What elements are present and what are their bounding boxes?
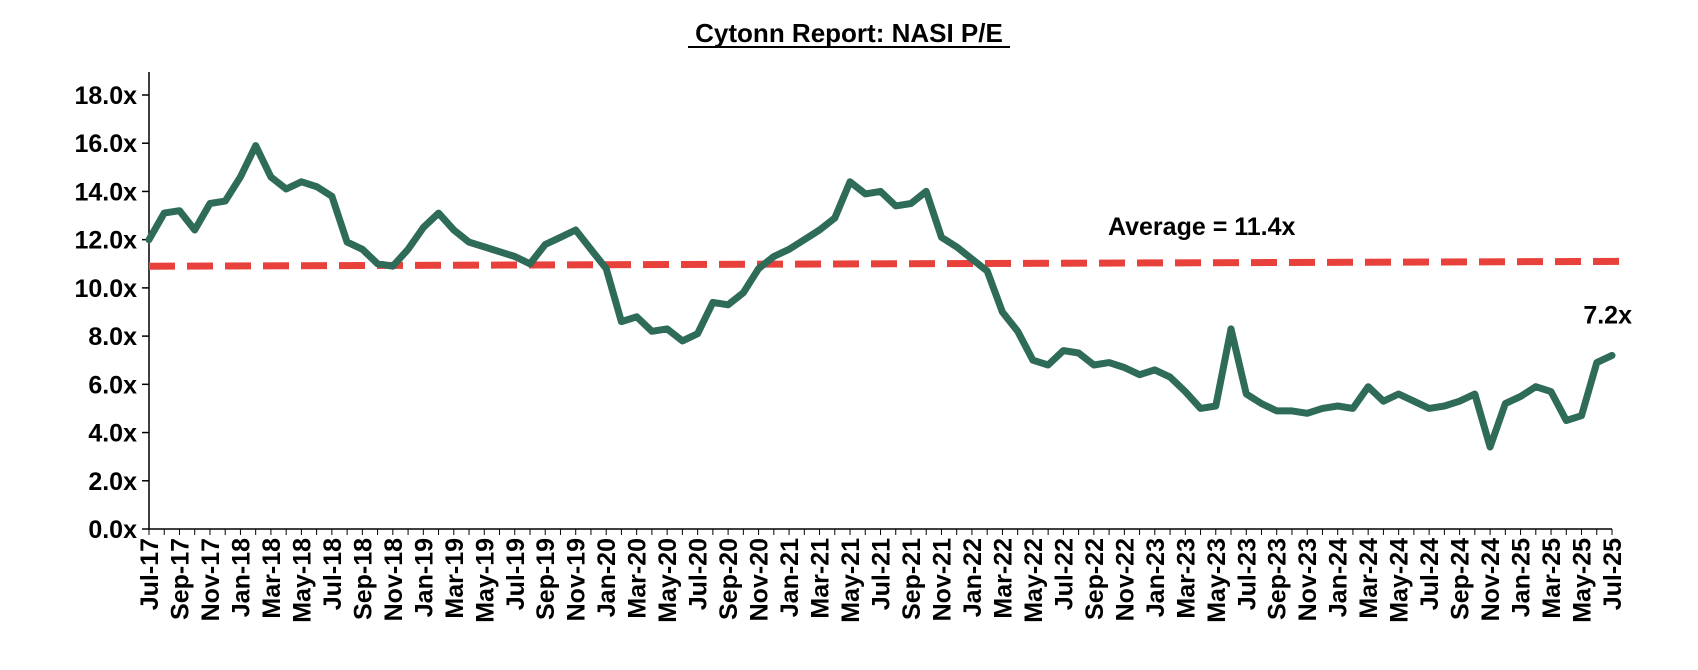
x-axis: Jul-17 Sep-17 Nov-17 Jan-18 Mar-18 May-18 Jul-…: [136, 528, 1627, 623]
x-tick-label: Mar-25: [1538, 538, 1566, 619]
x-tick-label: Nov-21: [928, 538, 956, 621]
x-tick-label: Mar-20: [624, 538, 652, 619]
x-tick-label: Mar-23: [1172, 538, 1200, 619]
x-tick-label: Jul-25: [1599, 538, 1627, 610]
y-tick-label: 16.0x: [74, 130, 137, 158]
y-tick-label: 2.0x: [88, 468, 137, 496]
annotation-group: 7.2x: [1583, 301, 1632, 329]
y-tick-label: 12.0x: [74, 227, 137, 255]
x-tick-label: Nov-18: [380, 538, 408, 621]
chart-title: Cytonn Report: NASI P/E: [695, 18, 1003, 48]
x-tick-label: Jul-21: [868, 538, 896, 610]
x-tick-label: Sep-24: [1447, 538, 1475, 620]
x-tick-label: Jan-22: [959, 538, 987, 617]
y-tick-label: 14.0x: [74, 178, 137, 206]
series-group: [145, 142, 1616, 451]
x-tick-label: Nov-24: [1477, 538, 1505, 621]
x-tick-label: Jul-20: [685, 538, 713, 610]
x-tick-label: Sep-19: [532, 538, 560, 620]
average-line: [148, 257, 1621, 270]
x-tick-label: Sep-17: [166, 538, 194, 620]
series-line: [145, 142, 1616, 451]
x-tick-label: May-22: [1020, 538, 1048, 623]
x-tick-label: Jan-18: [227, 538, 255, 617]
y-tick-label: 0.0x: [88, 516, 137, 544]
x-tick-label: Jan-19: [410, 538, 438, 617]
last-value-label: 7.2x: [1583, 301, 1632, 329]
x-tick-label: Jul-23: [1233, 538, 1261, 610]
x-tick-label: May-20: [654, 538, 682, 623]
x-tick-label: May-19: [471, 538, 499, 623]
y-tick-label: 18.0x: [74, 82, 137, 110]
x-tick-label: Jul-24: [1416, 538, 1444, 610]
y-tick-label: 4.0x: [88, 420, 137, 448]
x-tick-label: Jan-20: [593, 538, 621, 617]
x-tick-label: Jan-23: [1142, 538, 1170, 617]
x-tick-label: Sep-18: [349, 538, 377, 620]
x-tick-label: Nov-20: [746, 538, 774, 621]
x-tick-label: Sep-22: [1081, 538, 1109, 620]
x-tick-label: Mar-22: [989, 538, 1017, 619]
x-tick-label: Nov-17: [197, 538, 225, 621]
x-tick-label: Nov-23: [1294, 538, 1322, 621]
x-tick-label: Jul-17: [136, 538, 164, 610]
x-tick-label: Jan-21: [776, 538, 804, 617]
x-tick-label: Jan-25: [1508, 538, 1536, 617]
x-tick-label: Jul-22: [1050, 538, 1078, 610]
x-tick-label: Jul-19: [502, 538, 530, 610]
y-tick-label: 10.0x: [74, 275, 137, 303]
y-tick-label: 8.0x: [88, 323, 137, 351]
x-tick-label: Jan-24: [1325, 538, 1353, 617]
x-tick-label: Sep-21: [898, 538, 926, 620]
y-tick-label: 6.0x: [88, 371, 137, 399]
x-tick-label: Nov-22: [1111, 538, 1139, 621]
x-tick-label: May-24: [1386, 538, 1414, 623]
x-tick-label: May-25: [1569, 538, 1597, 623]
x-tick-label: Jul-18: [319, 538, 347, 610]
y-axis: 0.0x 2.0x 4.0x 6.0x 8.0x 10.0x 12.0x 14.0x 16.0x…: [74, 72, 150, 544]
x-tick-label: Mar-19: [441, 538, 469, 619]
x-tick-label: Sep-23: [1264, 538, 1292, 620]
average-label: Average = 11.4x: [1108, 213, 1296, 241]
x-tick-label: May-18: [288, 538, 316, 623]
x-tick-label: Mar-24: [1355, 538, 1383, 619]
x-tick-label: May-21: [837, 538, 865, 623]
x-tick-label: Mar-21: [807, 538, 835, 619]
x-tick-label: Sep-20: [715, 538, 743, 620]
x-tick-label: May-23: [1203, 538, 1231, 623]
x-tick-label: Nov-19: [563, 538, 591, 621]
x-tick-label: Mar-18: [258, 538, 286, 619]
